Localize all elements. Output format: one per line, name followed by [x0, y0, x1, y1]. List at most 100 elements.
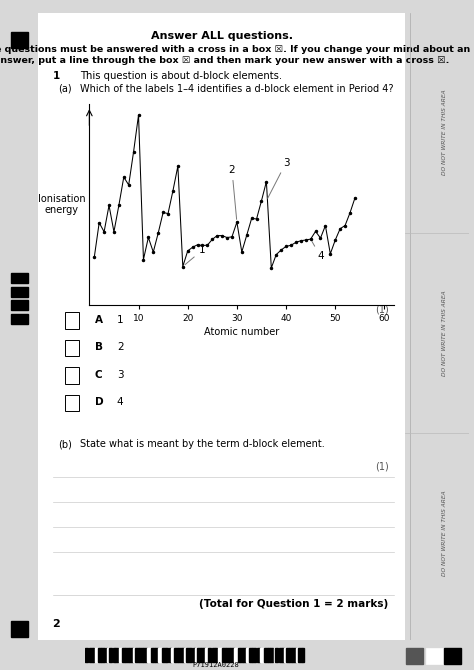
Bar: [205, 649, 208, 662]
Bar: [95, 649, 98, 662]
Bar: [190, 649, 192, 662]
Bar: [222, 649, 226, 662]
Text: (1): (1): [375, 462, 389, 471]
Bar: [273, 649, 275, 662]
Bar: [182, 649, 184, 662]
Bar: [108, 649, 109, 662]
Text: DO NOT WRITE IN THIS AREA: DO NOT WRITE IN THIS AREA: [442, 90, 447, 176]
Text: 3: 3: [268, 157, 289, 198]
Bar: [209, 649, 211, 662]
Bar: [218, 649, 222, 662]
Text: (b): (b): [58, 440, 72, 450]
Text: 4: 4: [117, 397, 124, 407]
Bar: [226, 649, 230, 662]
Text: A: A: [95, 315, 103, 325]
Bar: [246, 649, 249, 662]
Bar: [292, 649, 296, 662]
Bar: [129, 649, 133, 662]
Bar: [178, 649, 182, 662]
Bar: [65, 395, 80, 411]
Bar: [270, 649, 273, 662]
Bar: [444, 649, 461, 663]
Text: P71912A0228: P71912A0228: [192, 662, 239, 668]
Bar: [65, 312, 80, 328]
Bar: [155, 649, 157, 662]
Bar: [243, 649, 246, 662]
Bar: [193, 649, 195, 662]
Bar: [106, 649, 107, 662]
Bar: [203, 649, 205, 662]
Bar: [139, 649, 143, 662]
Text: C: C: [95, 370, 102, 380]
Bar: [240, 649, 243, 662]
Bar: [406, 649, 423, 663]
Bar: [10, 314, 28, 324]
Bar: [10, 287, 28, 297]
Bar: [195, 649, 197, 662]
Bar: [109, 649, 112, 662]
Bar: [98, 649, 101, 662]
X-axis label: Atomic number: Atomic number: [204, 327, 280, 337]
Bar: [118, 649, 122, 662]
Bar: [426, 649, 444, 663]
Bar: [215, 649, 218, 662]
Bar: [143, 649, 147, 662]
Text: Answer ALL questions.: Answer ALL questions.: [151, 31, 292, 41]
Bar: [230, 649, 234, 662]
Text: (1): (1): [375, 305, 389, 315]
FancyBboxPatch shape: [34, 7, 409, 646]
Bar: [158, 649, 162, 662]
Text: This question is about d-block elements.: This question is about d-block elements.: [80, 71, 283, 81]
Bar: [289, 649, 292, 662]
Bar: [302, 649, 304, 662]
Text: 4: 4: [312, 241, 324, 261]
Bar: [133, 649, 135, 662]
Bar: [89, 649, 92, 662]
Text: State what is meant by the term d-block element.: State what is meant by the term d-block …: [80, 440, 325, 450]
Text: 1: 1: [185, 245, 206, 265]
Bar: [260, 649, 264, 662]
Text: B: B: [95, 342, 103, 352]
Bar: [268, 649, 270, 662]
Bar: [249, 649, 252, 662]
Bar: [284, 649, 285, 662]
Text: 2: 2: [53, 618, 60, 628]
Bar: [286, 649, 289, 662]
Bar: [256, 649, 260, 662]
Bar: [235, 649, 237, 662]
Bar: [65, 367, 80, 384]
Bar: [147, 649, 151, 662]
Bar: [101, 649, 105, 662]
Bar: [162, 649, 166, 662]
Bar: [298, 649, 302, 662]
Bar: [172, 649, 173, 662]
Text: 3: 3: [117, 370, 124, 380]
Bar: [93, 649, 94, 662]
Text: 1: 1: [53, 71, 60, 81]
Bar: [184, 649, 186, 662]
Text: Ionisation
energy: Ionisation energy: [38, 194, 86, 215]
Text: 2: 2: [228, 165, 237, 219]
Bar: [10, 621, 28, 636]
Text: DO NOT WRITE IN THIS AREA: DO NOT WRITE IN THIS AREA: [442, 290, 447, 376]
Bar: [275, 649, 279, 662]
Bar: [238, 649, 240, 662]
Text: (a): (a): [58, 84, 72, 94]
Bar: [10, 32, 28, 48]
Text: answer, put a line through the box ☒ and then mark your new answer with a cross : answer, put a line through the box ☒ and…: [0, 56, 449, 65]
Bar: [166, 649, 168, 662]
Text: 2: 2: [117, 342, 124, 352]
Bar: [201, 649, 203, 662]
Bar: [122, 649, 125, 662]
Bar: [10, 300, 28, 310]
Bar: [197, 649, 201, 662]
Bar: [151, 649, 153, 662]
Text: Which of the labels 1–4 identifies a d-block element in Period 4?: Which of the labels 1–4 identifies a d-b…: [80, 84, 394, 94]
Bar: [296, 649, 298, 662]
Bar: [113, 649, 115, 662]
Bar: [174, 649, 178, 662]
Bar: [65, 340, 80, 356]
Bar: [282, 649, 284, 662]
Bar: [264, 649, 268, 662]
Bar: [186, 649, 190, 662]
